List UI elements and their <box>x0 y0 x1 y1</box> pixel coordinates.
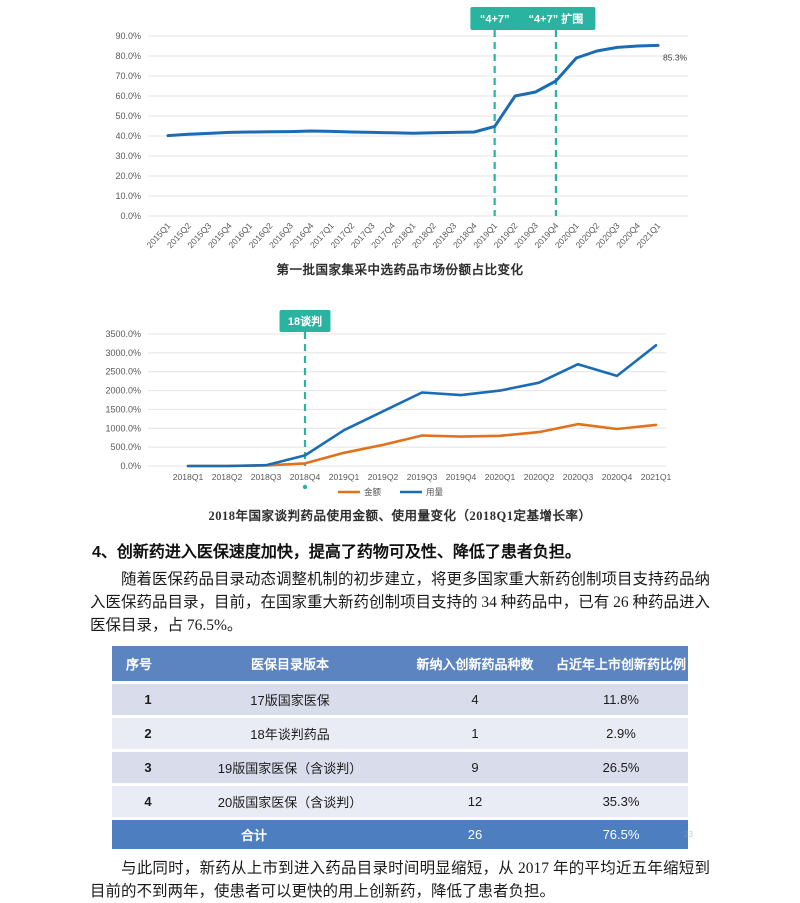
annotation-tag <box>470 7 519 30</box>
annotation-tag <box>516 7 596 30</box>
x-tick-label: 2020Q1 <box>485 472 516 482</box>
y-tick-label: 70.0% <box>115 71 141 81</box>
table-cell: 2.9% <box>554 718 688 749</box>
table-cell: 26.5% <box>554 752 688 783</box>
x-tick-label: 2018Q1 <box>173 472 204 482</box>
series-line <box>186 422 658 468</box>
y-tick-label: 90.0% <box>115 31 141 41</box>
y-tick-label: 20.0% <box>115 171 141 181</box>
column-header: 医保目录版本 <box>184 646 396 681</box>
page-number-artifact: 23 <box>684 830 693 839</box>
annotation-tag-label: 18谈判 <box>288 314 322 328</box>
table-cell: 11.8% <box>554 684 688 715</box>
table-cell: 4 <box>396 684 554 715</box>
y-tick-label: 30.0% <box>115 151 141 161</box>
x-tick-label: 2020Q2 <box>524 472 555 482</box>
x-axis-labels: 2015Q12015Q22015Q32015Q42016Q12016Q22016… <box>145 220 663 250</box>
y-tick-label: 80.0% <box>115 51 141 61</box>
end-value-label: 85.3% <box>663 52 688 62</box>
y-tick-label: 1500.0% <box>105 404 141 414</box>
table-cell: 1 <box>396 718 554 749</box>
table-cell: 12 <box>396 786 554 817</box>
x-tick-label: 2018Q2 <box>212 472 243 482</box>
medical-insurance-catalog-table: 序号 医保目录版本 新纳入创新药品种数 占近年上市创新药比例 1 17版国家医保 4 11.… <box>112 643 688 852</box>
table-cell: 20版国家医保（含谈判） <box>184 786 396 817</box>
table-row: 2 18年谈判药品 1 2.9% <box>112 718 688 749</box>
x-axis-labels: 2018Q1 2018Q2 2018Q3 2018Q4 2019Q1 2019Q2 2019… <box>173 472 672 482</box>
chart2-caption: 2018年国家谈判药品使用金额、使用量变化（2018Q1定基增长率） <box>208 509 592 523</box>
annotation-tail-dot <box>302 484 308 490</box>
y-tick-label: 500.0% <box>110 442 141 452</box>
y-tick-label: 3000.0% <box>105 348 141 358</box>
chart-legend: 金额 用量 <box>338 487 444 497</box>
series-line <box>166 43 660 138</box>
table-footer-row: 合计 26 76.5% <box>112 820 688 849</box>
x-tick-label: 2019Q2 <box>368 472 399 482</box>
paragraph-2: 与此同时，新药从上市到进入药品目录时间明显缩短，从 2017 年的平均近五年缩短… <box>90 860 710 900</box>
column-header: 序号 <box>112 646 184 681</box>
x-tick-label: 2018Q3 <box>251 472 282 482</box>
table-row: 3 19版国家医保（含谈判） 9 26.5% <box>112 752 688 783</box>
table-cell: 4 <box>112 786 184 817</box>
x-tick-label: 2018Q4 <box>290 472 321 482</box>
table-cell: 2 <box>112 718 184 749</box>
chart-grid: 0.0% 500.0% 1000.0% 1500.0% 2000.0% 2500.0% 30… <box>105 329 666 471</box>
x-tick-label: 2019Q4 <box>446 472 477 482</box>
y-tick-label: 3500.0% <box>105 329 141 339</box>
footer-total-percent: 76.5% <box>554 820 688 849</box>
column-header: 新纳入创新药品种数 <box>396 646 554 681</box>
table-cell: 1 <box>112 684 184 715</box>
x-tick-label: 2021Q1 <box>641 472 672 482</box>
chart1-caption: 第一批国家集采中选药品市场份额占比变化 <box>276 263 524 277</box>
y-tick-label: 10.0% <box>115 191 141 201</box>
series-line <box>186 343 658 468</box>
y-tick-label: 0.0% <box>120 461 141 471</box>
footer-total-label: 合计 <box>112 820 396 849</box>
table-header-row: 序号 医保目录版本 新纳入创新药品种数 占近年上市创新药比例 <box>112 646 688 681</box>
legend-label: 用量 <box>426 487 444 497</box>
event-annotation: “4+7” <box>470 7 519 216</box>
paragraph-1: 随着医保药品目录动态调整机制的初步建立，将更多国家重大新药创制项目支持药品纳入医… <box>90 571 711 634</box>
market-share-chart-figure: 0.0% 10.0% 20.0% 30.0% 40.0% 50.0% 60.0% 70.0% 8… <box>0 0 800 278</box>
chart-grid: 0.0% 10.0% 20.0% 30.0% 40.0% 50.0% 60.0% 70.0% 8… <box>115 31 688 221</box>
table-cell: 35.3% <box>554 786 688 817</box>
column-header: 占近年上市创新药比例 <box>554 646 688 681</box>
y-tick-label: 60.0% <box>115 91 141 101</box>
annotation-tag-label: “4+7” <box>480 14 510 26</box>
y-tick-label: 50.0% <box>115 111 141 121</box>
y-tick-label: 0.0% <box>120 211 141 221</box>
market-share-line-chart: 0.0% 10.0% 20.0% 30.0% 40.0% 50.0% 60.0% 70.0% 8… <box>115 7 688 250</box>
x-tick-label: 2019Q3 <box>407 472 438 482</box>
y-tick-label: 40.0% <box>115 131 141 141</box>
section-heading: 4、创新药进入医保速度加快，提高了药物可及性、降低了患者负担。 <box>92 544 581 561</box>
table-cell: 19版国家医保（含谈判） <box>184 752 396 783</box>
table-cell: 9 <box>396 752 554 783</box>
annotation-tag <box>279 310 331 332</box>
y-tick-label: 1000.0% <box>105 423 141 433</box>
negotiated-drugs-chart-figure: 0.0% 500.0% 1000.0% 1500.0% 2000.0% 2500.0% 30… <box>0 298 800 524</box>
y-tick-label: 2000.0% <box>105 386 141 396</box>
x-tick-label: 2019Q1 <box>329 472 360 482</box>
event-annotation: “4+7” 扩围 <box>516 7 596 216</box>
legend-label: 金额 <box>364 487 382 497</box>
table-cell: 3 <box>112 752 184 783</box>
table-row: 4 20版国家医保（含谈判） 12 35.3% <box>112 786 688 817</box>
table-row: 1 17版国家医保 4 11.8% <box>112 684 688 715</box>
y-tick-label: 2500.0% <box>105 367 141 377</box>
x-tick-label: 2020Q3 <box>563 472 594 482</box>
x-tick-label: 2020Q4 <box>602 472 633 482</box>
table-cell: 18年谈判药品 <box>184 718 396 749</box>
footer-total-count: 26 <box>396 820 554 849</box>
table-cell: 17版国家医保 <box>184 684 396 715</box>
annotation-tag-label: “4+7” 扩围 <box>529 12 584 26</box>
event-annotation: 18谈判 <box>279 310 331 490</box>
negotiated-drugs-line-chart: 0.0% 500.0% 1000.0% 1500.0% 2000.0% 2500.0% 30… <box>105 310 672 497</box>
